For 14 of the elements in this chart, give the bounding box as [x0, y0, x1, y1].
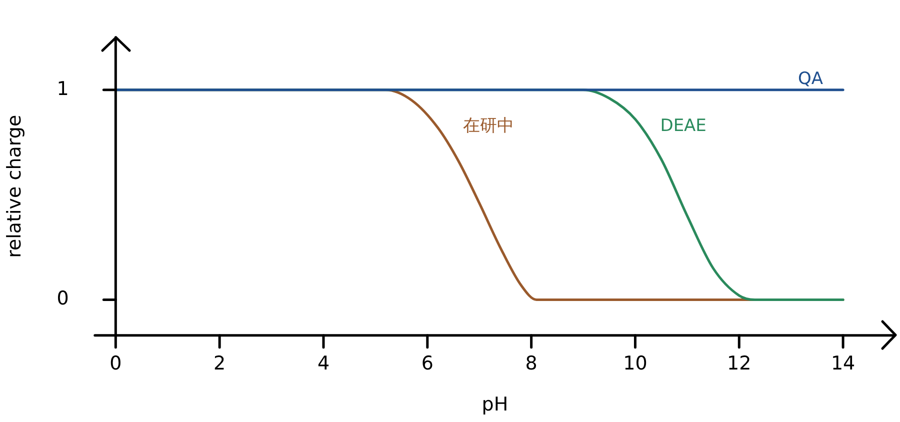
x-tick-label: 4	[317, 352, 330, 375]
x-tick-label: 12	[727, 352, 752, 375]
x-tick-label: 8	[525, 352, 538, 375]
x-tick-label: 0	[110, 352, 122, 375]
y-axis-title: relative charge	[3, 114, 26, 258]
x-tick-label: 6	[421, 352, 434, 375]
series-label: DEAE	[660, 116, 706, 136]
series-label: 在研中	[462, 116, 514, 136]
x-tick-label: 10	[623, 352, 648, 375]
y-tick-label: 1	[56, 78, 69, 100]
x-tick-label: 2	[214, 352, 226, 375]
series-label: QA	[798, 68, 824, 89]
x-axis-title: pH	[482, 394, 508, 416]
x-tick-label: 14	[830, 352, 856, 375]
